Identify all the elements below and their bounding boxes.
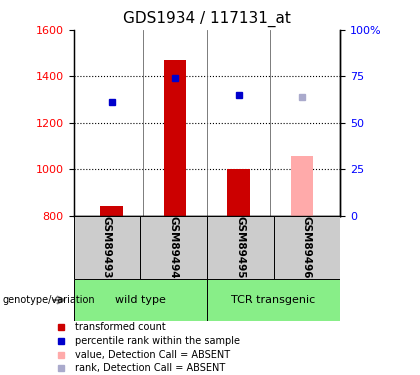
Text: rank, Detection Call = ABSENT: rank, Detection Call = ABSENT: [75, 363, 225, 373]
Bar: [207, 279, 340, 321]
Text: GSM89494: GSM89494: [168, 216, 178, 279]
Bar: [140, 216, 207, 279]
Bar: [207, 216, 273, 279]
Bar: [74, 279, 207, 321]
Text: GSM89495: GSM89495: [235, 216, 245, 279]
Text: transformed count: transformed count: [75, 322, 165, 332]
Bar: [164, 60, 186, 216]
Text: GSM89493: GSM89493: [102, 216, 112, 279]
Text: genotype/variation: genotype/variation: [2, 295, 95, 305]
Text: percentile rank within the sample: percentile rank within the sample: [75, 336, 240, 346]
Bar: [74, 216, 140, 279]
Bar: [291, 156, 313, 216]
Bar: [100, 206, 123, 216]
Text: wild type: wild type: [115, 295, 165, 305]
Text: TCR transgenic: TCR transgenic: [231, 295, 316, 305]
Bar: [273, 216, 340, 279]
Text: GSM89496: GSM89496: [302, 216, 312, 279]
Bar: [228, 169, 250, 216]
Text: value, Detection Call = ABSENT: value, Detection Call = ABSENT: [75, 350, 230, 360]
Title: GDS1934 / 117131_at: GDS1934 / 117131_at: [123, 11, 291, 27]
